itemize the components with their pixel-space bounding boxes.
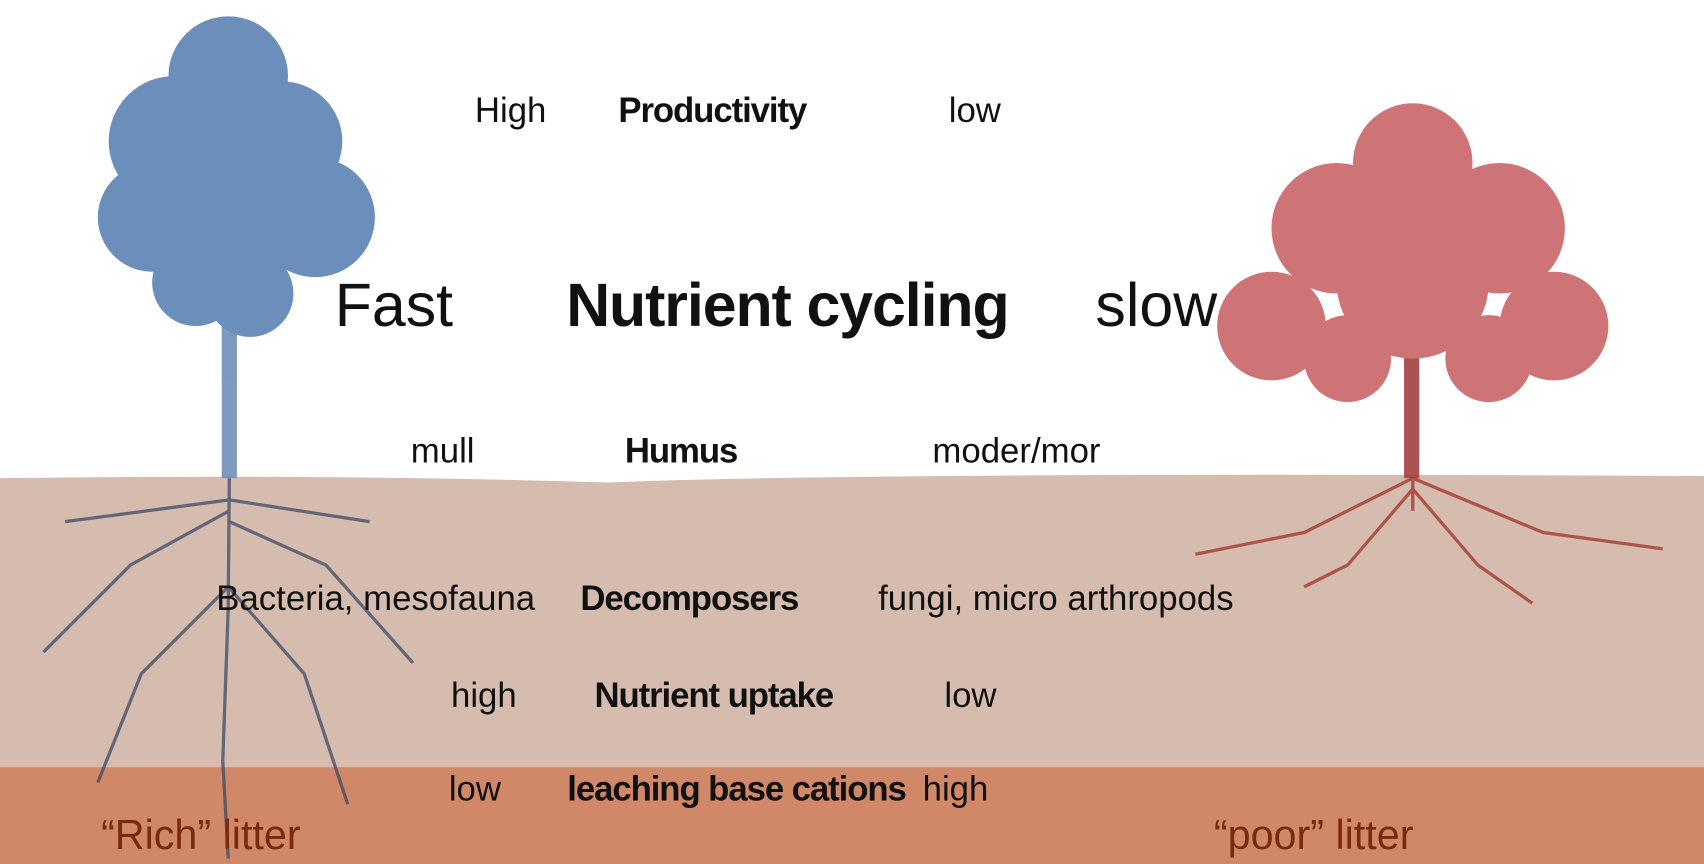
row-label: Nutrient cycling	[566, 271, 1008, 339]
row-right: high	[923, 770, 989, 808]
litter-label: “poor” litter	[1214, 812, 1414, 858]
row-label: Nutrient uptake	[594, 677, 833, 715]
row-label: Decomposers	[580, 580, 798, 618]
row-left: high	[451, 677, 517, 715]
row-label: Humus	[625, 432, 737, 470]
row-right: low	[944, 677, 997, 715]
row-right: moder/mor	[932, 432, 1100, 470]
row-left: mull	[411, 432, 475, 470]
litter-label: “Rich” litter	[101, 812, 301, 858]
row-right: low	[949, 92, 1002, 130]
row-label: leaching base cations	[567, 770, 905, 808]
row-right: slow	[1095, 271, 1218, 339]
row-left: Fast	[335, 271, 453, 339]
diagram: High Productivity low Fast Nutrient cycl…	[0, 0, 1704, 864]
row-left: low	[449, 770, 502, 808]
row-left: High	[475, 92, 547, 130]
row-label: Productivity	[618, 92, 808, 130]
row-left: Bacteria, mesofauna	[216, 580, 536, 618]
row-right: fungi, micro arthropods	[878, 580, 1234, 618]
